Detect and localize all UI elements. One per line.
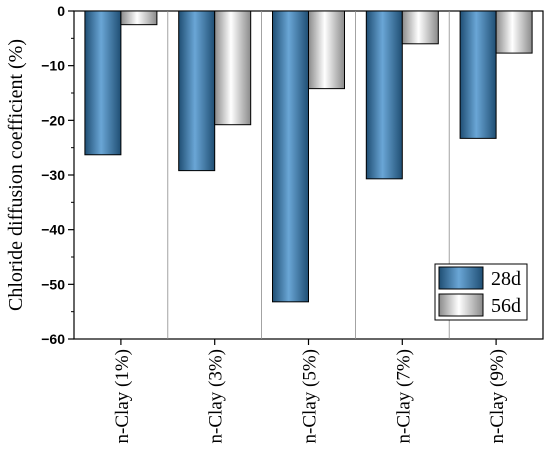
x-tick-label: n-Clay (3%) [206, 349, 227, 443]
bar-28d-2 [178, 10, 216, 172]
y-tick-label: −60 [41, 331, 65, 347]
bar-56d-2 [214, 10, 252, 126]
y-tick-label: −20 [41, 112, 65, 128]
bar-56d-3 [308, 10, 345, 90]
axes: 0 −10 −20 −30 −40 −50 −60 n-Clay (1%) n-Clay (3%… [41, 3, 508, 443]
bar-28d-4 [365, 10, 403, 180]
x-tick-label: n-Clay (7%) [393, 349, 414, 443]
bar-28d-5 [459, 10, 497, 139]
x-tick-label: n-Clay (1%) [112, 349, 133, 443]
bar-56d-5 [495, 10, 533, 54]
y-tick-label: −40 [41, 222, 65, 238]
bars [84, 10, 533, 303]
legend-swatch-56d [438, 293, 484, 317]
y-tick-label: −30 [41, 167, 65, 183]
y-axis-title: Chloride diffusion coefficient (%) [5, 39, 27, 311]
legend-swatch-28d [438, 266, 484, 290]
y-tick-label: −10 [41, 58, 65, 74]
legend-label-56d: 56d [491, 295, 521, 317]
bar-56d-4 [401, 10, 439, 45]
x-tick-label: n-Clay (9%) [487, 349, 508, 443]
legend-label-28d: 28d [491, 268, 521, 290]
y-tick-label: −50 [41, 276, 65, 292]
bar-56d-1 [120, 10, 158, 26]
y-tick-label: 0 [57, 3, 65, 19]
bar-28d-3 [272, 10, 309, 303]
x-tick-label: n-Clay (5%) [300, 349, 321, 443]
bar-28d-1 [84, 10, 122, 156]
